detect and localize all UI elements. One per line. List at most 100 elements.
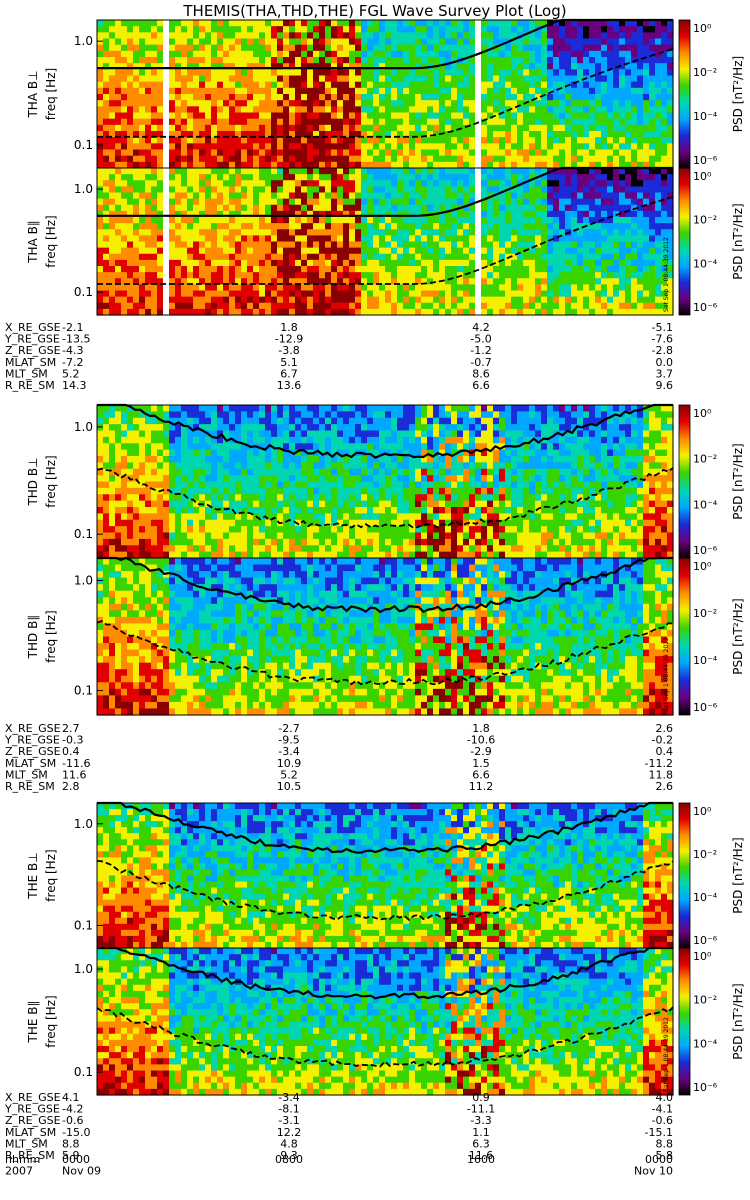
spectrogram-cell	[301, 290, 308, 298]
spectrogram-cell	[223, 94, 230, 101]
spectrogram-cell	[613, 253, 620, 261]
spectrogram-cell	[115, 272, 122, 279]
spectrogram-cell	[115, 417, 122, 425]
spectrogram-cell	[253, 106, 260, 114]
spectrogram-cell	[169, 106, 176, 114]
spectrogram-cell	[391, 131, 398, 138]
spectrogram-cell	[109, 443, 116, 451]
spectrogram-cell	[139, 519, 146, 527]
spectrogram-cell	[367, 26, 374, 33]
spectrogram-cell	[145, 57, 152, 64]
spectrogram-cell	[199, 210, 206, 218]
spectrogram-cell	[649, 87, 656, 95]
spectrogram-cell	[127, 192, 134, 200]
spectrogram-cell	[175, 50, 182, 58]
spectrogram-cell	[223, 155, 230, 163]
spectrogram-cell	[469, 75, 476, 83]
spectrogram-cell	[607, 131, 614, 138]
spectrogram-cell	[463, 235, 470, 243]
spectrogram-cell	[169, 259, 176, 267]
spectrogram-cell	[181, 278, 188, 285]
spectrogram-cell	[649, 186, 656, 194]
spectrogram-cell	[337, 131, 344, 138]
spectrogram-cell	[607, 278, 614, 285]
spectrogram-cell	[445, 20, 452, 27]
spectrogram-cell	[109, 296, 116, 304]
spectrogram-cell	[271, 57, 278, 64]
spectrogram-cell	[349, 192, 356, 200]
spectrogram-cell	[433, 81, 440, 89]
spectrogram-cell	[115, 513, 122, 521]
spectrogram-cell	[649, 247, 656, 255]
spectrogram-cell	[463, 118, 470, 126]
spectrogram-cell	[103, 235, 110, 243]
spectrogram-cell	[163, 241, 170, 249]
spectrogram-cell	[619, 235, 626, 243]
spectrogram-cell	[229, 302, 236, 310]
spectrogram-cell	[301, 235, 308, 243]
spectrogram-cell	[175, 161, 182, 169]
spectrogram-cell	[169, 449, 176, 457]
spectrogram-cell	[175, 481, 182, 489]
spectrogram-cell	[619, 302, 626, 310]
spectrogram-cell	[121, 430, 128, 438]
spectrogram-cell	[535, 20, 542, 27]
spectrogram-cell	[655, 272, 662, 279]
spectrogram-cell	[511, 253, 518, 261]
spectrogram-cell	[529, 161, 536, 169]
spectrogram-cell	[667, 44, 674, 52]
spectrogram-cell	[601, 131, 608, 138]
spectrogram-cell	[427, 118, 434, 126]
spectrogram-cell	[211, 81, 218, 89]
spectrogram-cell	[277, 87, 284, 95]
spectrogram-cell	[667, 161, 674, 169]
spectrogram-cell	[475, 308, 482, 316]
spectrogram-cell	[145, 424, 152, 432]
spectrogram-cell	[193, 266, 200, 273]
spectrogram-cell	[421, 32, 428, 40]
spectrogram-cell	[319, 38, 326, 46]
spectrogram-cell	[541, 87, 548, 95]
spectrogram-cell	[493, 308, 500, 316]
spectrogram-cell	[307, 112, 314, 120]
spectrogram-cell	[331, 106, 338, 114]
spectrogram-cell	[505, 210, 512, 218]
spectrogram-cell	[409, 192, 416, 200]
spectrogram-cell	[103, 223, 110, 230]
spectrogram-cell	[331, 180, 338, 187]
spectrogram-cell	[379, 26, 386, 33]
spectrogram-cell	[193, 44, 200, 52]
spectrogram-cell	[331, 198, 338, 206]
spectrogram-cell	[439, 266, 446, 273]
spectrogram-cell	[445, 290, 452, 298]
spectrogram-cell	[421, 155, 428, 163]
spectrogram-cell	[517, 284, 524, 292]
spectrogram-cell	[475, 296, 482, 304]
spectrogram-cell	[451, 50, 458, 58]
spectrogram-cell	[97, 81, 104, 89]
spectrogram-cell	[565, 50, 572, 58]
spectrogram-cell	[397, 284, 404, 292]
spectrogram-cell	[301, 308, 308, 316]
spectrogram-cell	[175, 456, 182, 463]
spectrogram-cell	[319, 155, 326, 163]
spectrogram-cell	[379, 229, 386, 236]
spectrogram-cell	[127, 411, 134, 419]
spectrogram-cell	[331, 124, 338, 132]
spectrogram-cell	[565, 278, 572, 285]
spectrogram-cell	[139, 494, 146, 502]
spectrogram-cell	[157, 259, 164, 267]
spectrogram-cell	[115, 500, 122, 508]
spectrogram-cell	[169, 118, 176, 126]
spectrogram-cell	[553, 266, 560, 273]
spectrogram-cell	[397, 308, 404, 316]
spectrogram-cell	[373, 210, 380, 218]
spectrogram-cell	[145, 174, 152, 181]
spectrogram-cell	[451, 100, 458, 107]
spectrogram-cell	[247, 44, 254, 52]
spectrogram-cell	[547, 284, 554, 292]
spectrogram-cell	[313, 149, 320, 157]
spectrogram-cell	[277, 266, 284, 273]
spectrogram-cell	[235, 81, 242, 89]
spectrogram-cell	[619, 94, 626, 101]
